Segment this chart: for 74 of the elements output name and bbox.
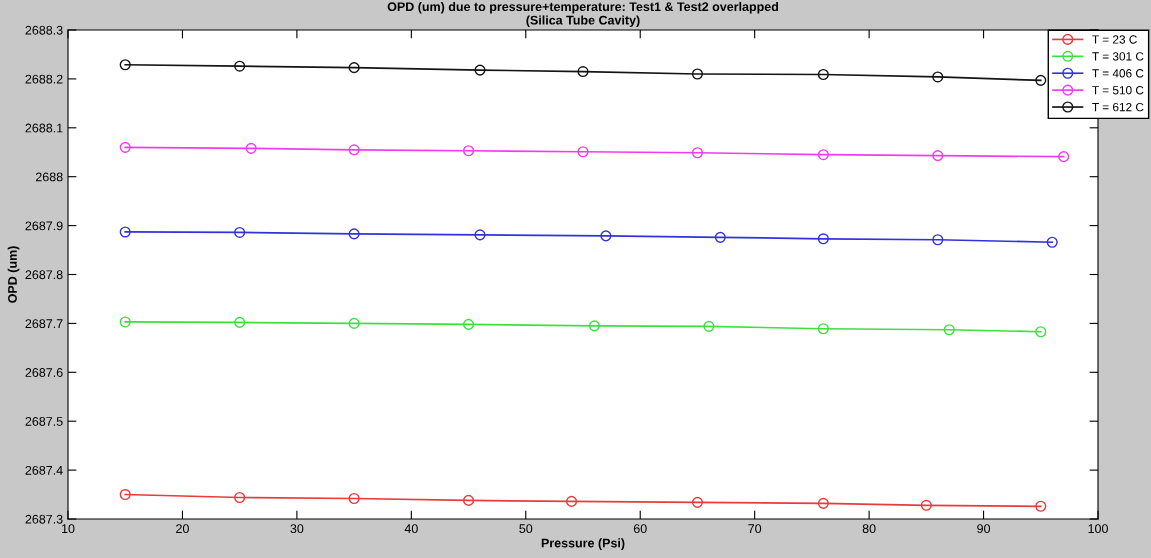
legend-label: T = 612 C (1092, 102, 1144, 112)
point (577, 146, 589, 158)
point (234, 226, 246, 239)
x-tick-label: 80 (862, 524, 876, 534)
x-tick-label: 90 (977, 524, 991, 534)
point (348, 62, 360, 74)
x-tick-label: 10 (62, 524, 75, 534)
point (462, 145, 475, 157)
x-tick-label: 40 (404, 524, 418, 534)
point (1035, 326, 1047, 338)
point (234, 491, 246, 504)
y-tick-label: 2688 (35, 172, 63, 182)
point (714, 231, 726, 243)
x-tick-label: 20 (176, 524, 189, 534)
point (119, 488, 131, 501)
point (943, 324, 955, 336)
point (1035, 500, 1047, 512)
point (691, 147, 704, 159)
point (600, 230, 612, 242)
point (119, 316, 131, 328)
point (119, 59, 131, 71)
point (462, 494, 475, 506)
x-tick-label: 50 (519, 524, 533, 534)
point (348, 317, 360, 329)
point (817, 68, 829, 81)
y-tick-label: 2687.6 (25, 368, 63, 377)
point (565, 495, 578, 507)
point (817, 233, 829, 245)
point (588, 320, 601, 332)
point (920, 499, 932, 511)
point (462, 318, 475, 330)
legend-label: T = 510 C (1092, 86, 1144, 95)
x-tick-label: 100 (1088, 524, 1108, 534)
y-tick-label: 2688.1 (25, 123, 63, 133)
point (348, 492, 360, 505)
point (474, 229, 486, 241)
point (932, 71, 944, 83)
y-tick-label: 2688.2 (25, 74, 63, 84)
point (1046, 236, 1058, 248)
y-tick-label: 2687.4 (25, 465, 63, 475)
point (691, 68, 704, 80)
point (817, 149, 829, 161)
point (348, 144, 360, 156)
point (817, 497, 829, 509)
point (1035, 74, 1047, 86)
x-tick-label: 30 (290, 524, 304, 534)
y-tick-label: 2687.9 (25, 221, 63, 231)
point (691, 496, 704, 508)
x-tick-label: 60 (633, 524, 647, 534)
x-axis-title: Pressure (Psi) (541, 538, 625, 550)
point (1058, 151, 1070, 163)
point (703, 320, 715, 332)
y-tick-label: 2687.7 (25, 319, 63, 329)
legend-label: T = 406 C (1092, 69, 1144, 78)
y-tick-label: 2687.5 (25, 417, 63, 426)
chart-title: OPD (um) due to pressure+temperature: Test1 & Test2 overlapped (Silica Tube Cavity) (387, 1, 779, 28)
point (119, 226, 131, 238)
legend-label: T = 23 C (1092, 35, 1137, 44)
y-tick-label: 2687.3 (25, 514, 63, 524)
y-axis-title: OPD (um) (7, 246, 20, 303)
point (348, 228, 360, 240)
x-tick-label: 70 (748, 524, 762, 534)
point (234, 60, 246, 72)
point (817, 323, 829, 335)
legend-label: T = 301 C (1092, 52, 1144, 61)
point (245, 142, 257, 154)
point (474, 64, 486, 76)
point (577, 66, 589, 78)
point (119, 141, 131, 153)
point (932, 150, 944, 162)
y-tick-label: 2688.3 (25, 25, 63, 35)
point (234, 316, 246, 328)
y-tick-label: 2687.8 (25, 270, 63, 280)
point (932, 234, 944, 246)
